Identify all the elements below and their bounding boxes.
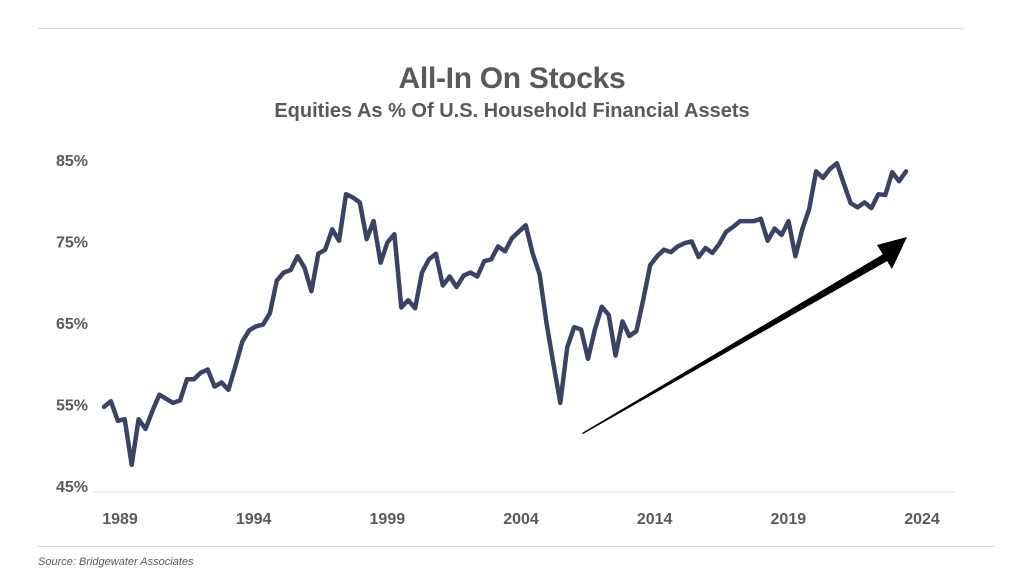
y-tick-label: 85%	[56, 153, 88, 170]
bottom-rule	[38, 546, 994, 547]
series-line	[101, 161, 909, 468]
x-tick-label: 1999	[370, 511, 406, 528]
x-tick-label: 2019	[771, 511, 807, 528]
y-tick-label: 75%	[56, 235, 88, 252]
x-tick-label: 2014	[637, 511, 673, 528]
y-tick-label: 65%	[56, 316, 88, 333]
chart-title: All-In On Stocks	[398, 62, 626, 95]
chart-subtitle: Equities As % Of U.S. Household Financia…	[274, 100, 750, 122]
x-tick-label: 2004	[503, 511, 539, 528]
x-axis: 1989 1994 1999 2004 2014 2019 2024	[102, 511, 940, 528]
x-tick-label: 1989	[102, 511, 138, 528]
y-tick-label: 45%	[56, 479, 88, 496]
trend-arrow-head	[877, 237, 907, 269]
x-tick-label: 2024	[904, 511, 940, 528]
trend-arrow-shaft	[582, 253, 889, 434]
y-axis: 45% 55% 65% 75% 85%	[56, 153, 88, 496]
x-tick-label: 1994	[236, 511, 272, 528]
source-note: Source: Bridgewater Associates	[38, 556, 194, 568]
top-rule	[38, 28, 964, 29]
y-tick-label: 55%	[56, 398, 88, 415]
trend-arrow	[582, 237, 907, 434]
